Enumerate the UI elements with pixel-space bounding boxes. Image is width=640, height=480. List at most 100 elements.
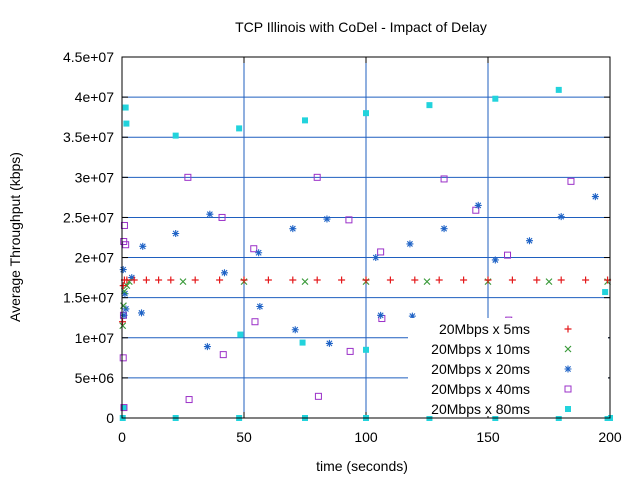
legend-label: 20Mbps x 5ms bbox=[439, 321, 530, 337]
legend-marker bbox=[564, 325, 572, 333]
data-point bbox=[362, 276, 370, 284]
data-point bbox=[313, 276, 321, 284]
data-point bbox=[567, 177, 575, 185]
data-point bbox=[216, 276, 224, 284]
data-point bbox=[411, 276, 419, 284]
data-point bbox=[363, 346, 369, 353]
data-point bbox=[602, 289, 609, 296]
data-point bbox=[119, 282, 127, 290]
data-point bbox=[218, 213, 226, 221]
data-point bbox=[123, 276, 131, 284]
legend-marker bbox=[564, 345, 572, 353]
legend-marker bbox=[565, 406, 571, 412]
data-point bbox=[491, 256, 499, 264]
legend-marker bbox=[564, 385, 572, 393]
data-point bbox=[492, 95, 499, 102]
data-point bbox=[302, 117, 308, 124]
legend-label: 20Mbps x 20ms bbox=[431, 361, 530, 377]
y-tick-label: 4.5e+07 bbox=[63, 49, 114, 65]
data-point bbox=[191, 276, 199, 284]
y-axis-ticks: 0 5e+06 1e+07 1.5e+07 2e+07 2.5e+07 3e+07 3.5e+… bbox=[63, 49, 610, 426]
data-point bbox=[240, 276, 248, 284]
x-tick-label: 200 bbox=[598, 429, 622, 445]
legend-label: 20Mbps x 10ms bbox=[431, 341, 530, 357]
data-point bbox=[130, 276, 138, 284]
x-tick-label: 100 bbox=[354, 429, 378, 445]
legend-label: 20Mbps x 80ms bbox=[431, 401, 530, 417]
data-point bbox=[119, 354, 127, 362]
data-point bbox=[377, 311, 385, 319]
data-point bbox=[301, 278, 309, 286]
data-point bbox=[120, 221, 128, 229]
data-point bbox=[408, 312, 416, 320]
data-point bbox=[122, 241, 130, 249]
data-point bbox=[338, 276, 346, 284]
data-point bbox=[525, 237, 533, 245]
data-point bbox=[299, 339, 306, 346]
data-point bbox=[128, 274, 136, 282]
data-point bbox=[325, 339, 333, 347]
data-point bbox=[206, 210, 214, 218]
y-tick-label: 0 bbox=[106, 410, 114, 426]
x-tick-label: 50 bbox=[236, 429, 252, 445]
data-point bbox=[533, 276, 541, 284]
data-point bbox=[203, 343, 211, 351]
data-point bbox=[474, 201, 482, 209]
data-point bbox=[508, 276, 516, 284]
y-tick-label: 2.5e+07 bbox=[63, 209, 114, 225]
data-point bbox=[123, 282, 131, 290]
data-point bbox=[423, 278, 431, 286]
y-tick-label: 5e+06 bbox=[75, 370, 115, 386]
chart-title: TCP Illinois with CoDel - Impact of Dela… bbox=[235, 19, 487, 35]
data-point bbox=[139, 242, 147, 250]
data-point bbox=[185, 396, 193, 404]
data-point bbox=[121, 290, 129, 298]
data-point bbox=[504, 251, 512, 259]
y-tick-label: 1.5e+07 bbox=[63, 290, 114, 306]
data-point bbox=[557, 213, 565, 221]
x-tick-label: 0 bbox=[118, 429, 126, 445]
data-point bbox=[172, 229, 180, 237]
data-point bbox=[323, 215, 331, 223]
data-point bbox=[440, 225, 448, 233]
series-1 bbox=[118, 276, 612, 326]
data-point bbox=[251, 318, 259, 326]
data-point bbox=[122, 104, 129, 111]
data-point bbox=[377, 248, 385, 256]
data-point bbox=[346, 347, 354, 355]
data-point bbox=[314, 392, 322, 400]
data-point bbox=[184, 173, 192, 181]
plot-frame bbox=[121, 56, 611, 419]
data-point bbox=[119, 322, 127, 330]
data-point bbox=[172, 132, 179, 139]
legend-marker bbox=[564, 365, 572, 373]
data-point bbox=[582, 276, 590, 284]
data-point bbox=[255, 249, 263, 257]
data-point bbox=[386, 276, 394, 284]
data-point bbox=[167, 276, 175, 284]
data-point bbox=[123, 120, 130, 127]
x-axis-label: time (seconds) bbox=[316, 458, 408, 474]
data-point bbox=[363, 110, 369, 117]
data-point bbox=[237, 331, 244, 338]
data-point bbox=[120, 404, 127, 411]
data-point bbox=[591, 193, 599, 201]
data-point bbox=[372, 254, 380, 262]
data-point bbox=[545, 278, 553, 286]
data-point bbox=[142, 276, 150, 284]
data-point bbox=[120, 404, 128, 412]
data-point bbox=[557, 276, 565, 284]
data-point bbox=[236, 125, 243, 132]
x-tick-label: 150 bbox=[476, 429, 500, 445]
data-point bbox=[120, 311, 128, 319]
y-tick-label: 3e+07 bbox=[75, 169, 115, 185]
data-point bbox=[289, 225, 297, 233]
data-point bbox=[313, 173, 321, 181]
data-point bbox=[555, 86, 562, 93]
data-point bbox=[291, 326, 299, 334]
data-point bbox=[460, 276, 468, 284]
data-point bbox=[220, 269, 228, 277]
legend: 20Mbps x 5ms 20Mbps x 10ms 20Mbps x 20ms 20… bbox=[408, 318, 608, 417]
data-point bbox=[119, 266, 127, 274]
